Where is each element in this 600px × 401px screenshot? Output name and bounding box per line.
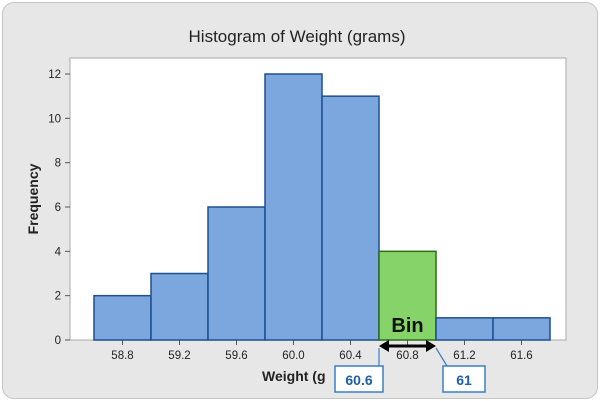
y-tick-label: 2 (55, 291, 61, 303)
y-tick-label: 4 (55, 246, 62, 258)
bars (93, 73, 551, 341)
y-tick-label: 10 (48, 113, 61, 125)
right-edge-value: 61 (456, 372, 472, 388)
x-tick-label: 59.6 (225, 350, 247, 362)
y-tick-label: 12 (48, 69, 61, 81)
x-axis-label: Weight (g (262, 368, 326, 384)
bin-arrow-right-head (426, 340, 436, 352)
x-tick-label: 59.2 (168, 350, 190, 362)
histogram-bar (150, 272, 209, 341)
x-tick-label: 60.8 (396, 350, 418, 362)
bin-arrow-left-head (379, 340, 389, 352)
histogram-bar (207, 206, 266, 341)
y-axis: 0 2 4 6 8 10 12 (48, 69, 70, 347)
x-tick-label: 61.2 (453, 350, 475, 362)
histogram-bar (264, 73, 323, 341)
histogram-bar (492, 317, 551, 341)
x-axis: 58.8 59.2 59.6 60.0 60.4 60.8 61.2 61.6 (111, 340, 533, 362)
x-tick-label: 61.6 (510, 350, 532, 362)
chart-title: Histogram of Weight (grams) (189, 27, 406, 46)
x-tick-label: 60.0 (282, 350, 304, 362)
x-tick-label: 60.4 (339, 350, 362, 362)
x-tick-label: 58.8 (111, 350, 133, 362)
highlighted-bar (378, 250, 437, 341)
bin-annotation: Bin 60.6 61 (334, 315, 486, 393)
y-tick-label: 6 (55, 202, 61, 214)
y-tick-label: 0 (55, 335, 61, 347)
left-edge-value: 60.6 (345, 372, 372, 388)
histogram-bar (435, 317, 494, 341)
bin-label: Bin (391, 315, 423, 337)
y-tick-label: 8 (55, 158, 61, 170)
right-edge-leader (435, 347, 448, 367)
histogram-bar (321, 95, 380, 341)
y-axis-label: Frequency (25, 163, 41, 234)
left-edge-callout (334, 365, 384, 393)
histogram-bar (93, 294, 152, 341)
right-edge-callout (442, 365, 486, 393)
